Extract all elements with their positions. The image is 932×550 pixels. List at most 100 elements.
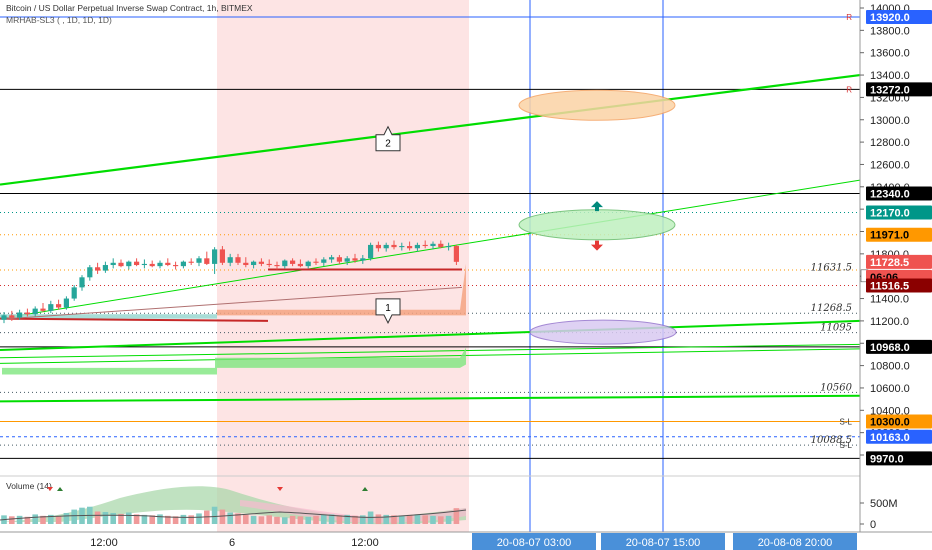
price-badge-13920.0: 13920.0 <box>866 9 932 24</box>
price-badge-label: 12340.0 <box>870 189 910 201</box>
volume-bar <box>430 515 436 524</box>
candle <box>453 244 459 266</box>
candle-body <box>118 262 124 267</box>
candle-body <box>321 259 327 263</box>
candle <box>297 259 303 268</box>
volume-bar <box>235 513 241 524</box>
volume-bar <box>24 516 31 524</box>
volume-bar <box>406 514 413 524</box>
trendline-6 <box>0 394 861 403</box>
price-badge-9970.0: 9970.0 <box>866 451 932 466</box>
signal-up-icon <box>362 487 368 491</box>
volume-bar <box>16 515 23 524</box>
candle <box>17 309 23 320</box>
candle <box>141 259 147 269</box>
candle-body <box>141 263 147 266</box>
time-badge: 20-08-07 03:00 <box>472 533 596 550</box>
volume-bar <box>48 514 54 524</box>
price-badge-bg <box>866 227 932 242</box>
candle <box>219 246 225 266</box>
price-badge-label: 11728.5 <box>870 257 909 269</box>
candle-body <box>9 315 15 318</box>
volume-bar <box>149 515 155 524</box>
candle <box>336 254 342 264</box>
candle-body <box>438 243 444 248</box>
candle <box>391 240 397 250</box>
candle-body <box>336 257 342 262</box>
candle <box>414 242 420 252</box>
volume-bar <box>391 515 397 524</box>
price-badge-12340.0: 12340.0 <box>866 186 932 201</box>
candle-body <box>188 261 194 263</box>
candle <box>204 251 210 266</box>
time-badge: 20-08-07 15:00 <box>601 533 725 550</box>
candle <box>344 256 350 266</box>
volume-bar <box>266 515 272 524</box>
volume-bar <box>383 514 389 524</box>
candle-body <box>1 315 7 320</box>
price-badge-bg <box>866 451 932 466</box>
candle-body <box>368 244 374 259</box>
candle <box>329 254 335 263</box>
candle <box>95 262 101 274</box>
volume-legend: Volume (14) <box>6 481 52 491</box>
price-badge-11728.5: 11728.5 <box>866 254 932 269</box>
volume-bar <box>63 512 70 524</box>
volume-bar <box>344 514 350 524</box>
candle-body <box>266 263 272 266</box>
volume-bar <box>360 515 366 524</box>
volume-bar <box>375 514 382 524</box>
price-badge-bg <box>866 278 932 293</box>
volume-tick-label: 0 <box>870 519 876 531</box>
candle <box>360 254 366 264</box>
signal-down-icon <box>277 487 283 491</box>
candle <box>446 242 452 251</box>
time-badge-label: 20-08-07 15:00 <box>626 537 701 549</box>
candle <box>282 259 288 269</box>
candle-body <box>313 261 319 263</box>
candle-body <box>24 312 30 315</box>
candle <box>87 265 93 281</box>
volume-bar <box>445 515 452 524</box>
candle-body <box>274 265 280 267</box>
volume-band <box>0 486 466 525</box>
volume-bar <box>133 514 140 524</box>
candle-body <box>48 304 54 311</box>
candle <box>321 257 327 267</box>
y-tick-label: 10600.0 <box>870 383 910 395</box>
candle-body <box>414 244 420 249</box>
candle-body <box>430 243 436 247</box>
candle-body <box>110 262 116 266</box>
volume-bar <box>258 516 265 524</box>
volume-bar <box>250 515 257 524</box>
trendline-4 <box>0 343 861 359</box>
candle-body <box>157 262 163 267</box>
candle-body <box>102 265 108 271</box>
candle-body <box>352 258 358 261</box>
candle-body <box>344 258 350 262</box>
time-badge: 20-08-08 20:00 <box>733 533 857 550</box>
candle-body <box>63 298 69 308</box>
level-label-4: 10088.5 <box>811 435 852 446</box>
candle <box>118 259 124 268</box>
target-bubble-purple <box>529 319 677 345</box>
candle-body <box>453 246 459 262</box>
candle <box>63 296 69 310</box>
volume-bar <box>196 513 202 524</box>
candle-body <box>196 258 202 263</box>
level-tag-13: S-L <box>840 441 853 450</box>
candle <box>383 242 389 252</box>
candle-body <box>212 249 218 264</box>
candle-body <box>180 261 186 267</box>
volume-bar <box>274 516 280 524</box>
volume-bar <box>438 516 444 524</box>
volume-bar <box>141 514 148 524</box>
y-tick-label: 13800.0 <box>870 25 910 37</box>
candle-body <box>40 308 46 311</box>
price-badge-12170.0: 12170.0 <box>866 205 932 220</box>
volume-bar <box>352 515 358 524</box>
candle <box>313 258 319 266</box>
candle <box>196 256 202 267</box>
volume-bar <box>71 509 77 524</box>
